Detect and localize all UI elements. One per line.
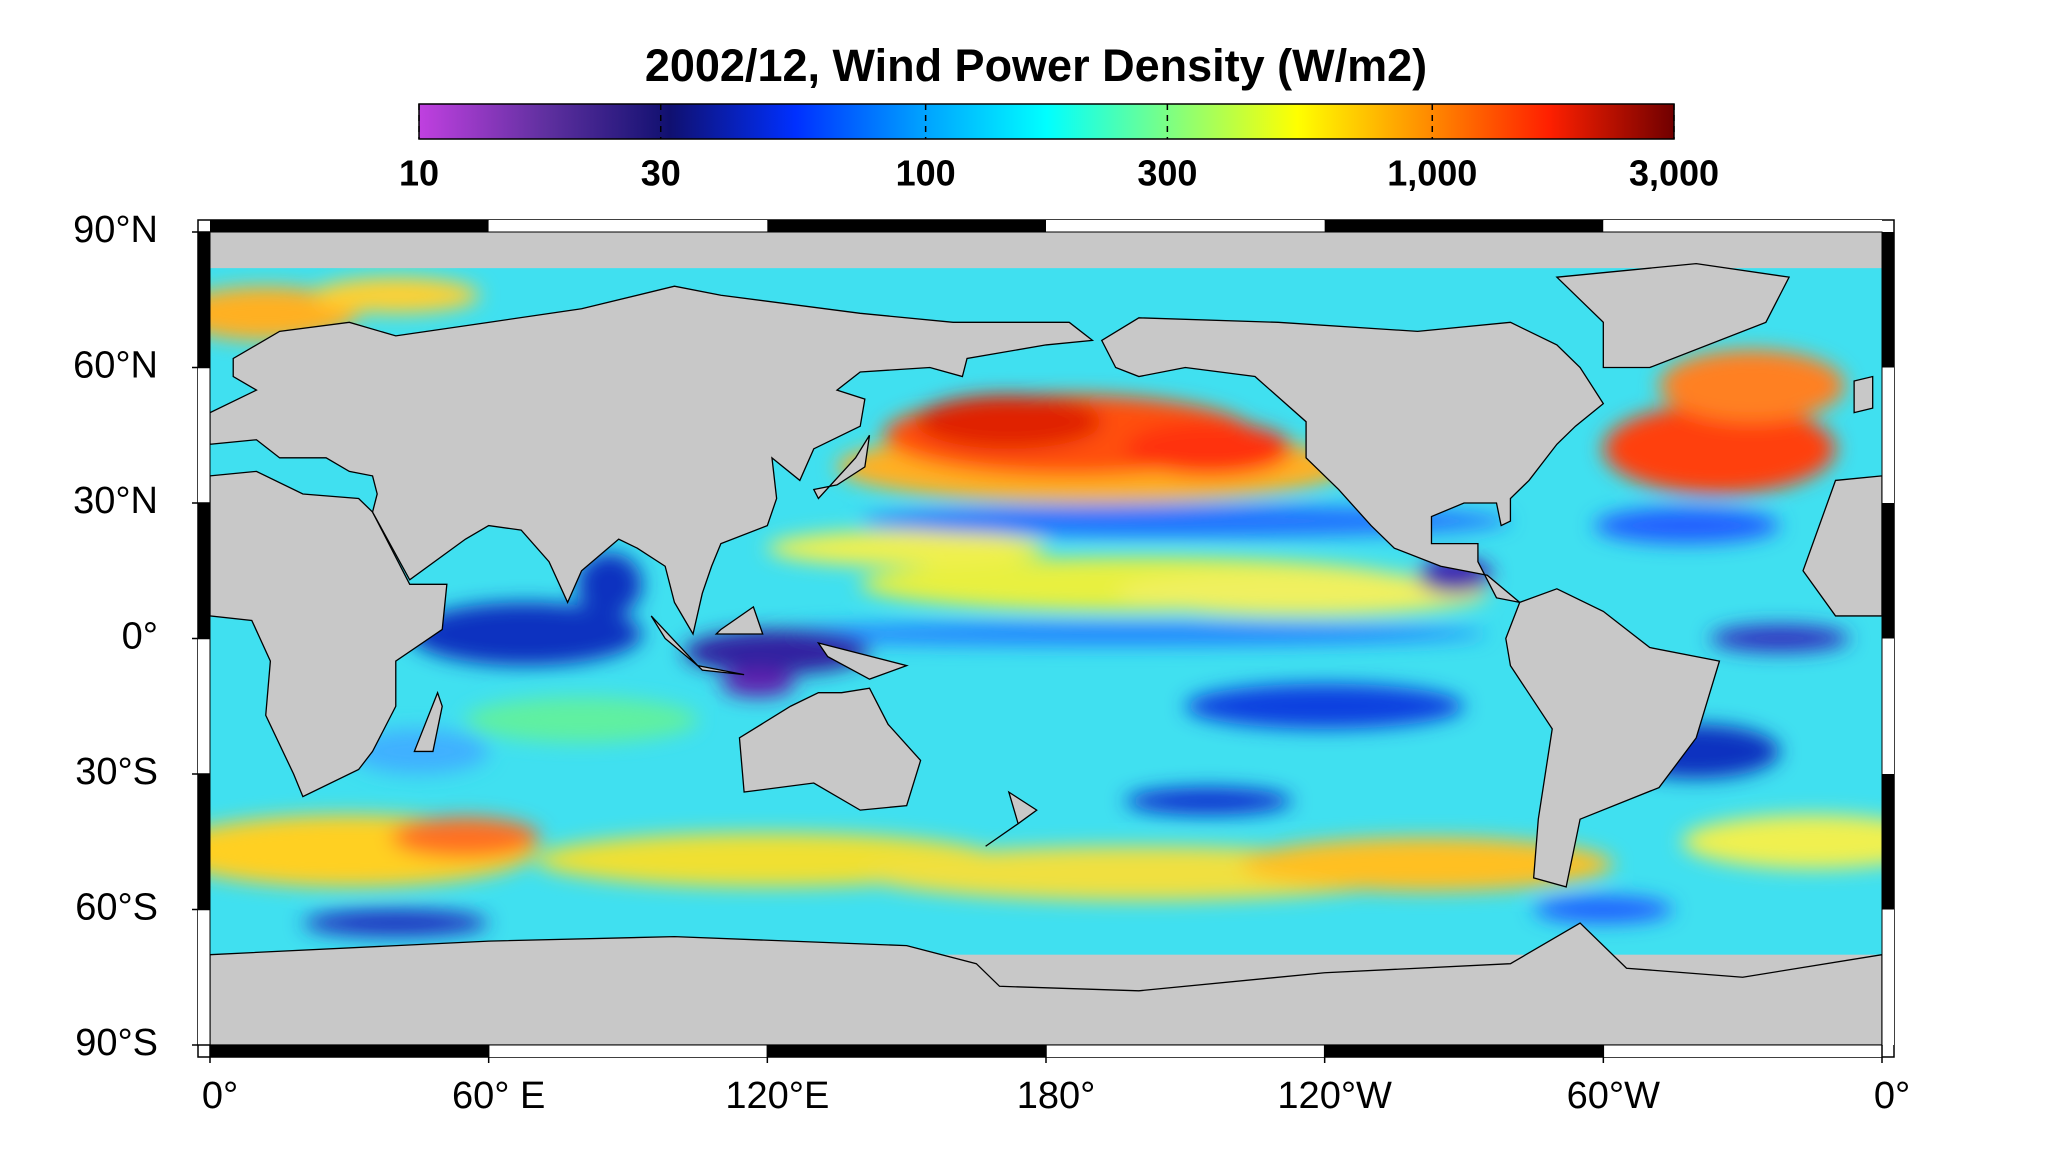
frame-bar bbox=[198, 367, 210, 503]
wind-region bbox=[860, 505, 1511, 537]
map-frame bbox=[197, 219, 1895, 1058]
lon-tick-label: 0° bbox=[1874, 1075, 1910, 1117]
frame-bar bbox=[488, 1045, 768, 1057]
wind-region bbox=[1124, 421, 1293, 476]
wind-region bbox=[312, 277, 480, 314]
wind-region bbox=[465, 697, 698, 743]
wind-region bbox=[409, 602, 642, 666]
lat-tick-label: 30°S bbox=[75, 751, 158, 793]
lon-tick-label: 120°E bbox=[725, 1075, 829, 1117]
landmass bbox=[1854, 377, 1873, 413]
lat-tick-label: 90°S bbox=[75, 1022, 158, 1064]
lon-tick-label: 60° E bbox=[452, 1075, 545, 1117]
land bbox=[210, 264, 1882, 1045]
colorbar-tick-label: 1,000 bbox=[1387, 153, 1477, 194]
axes: 0° 60° E 120°E 180° 120°W 60°W 0° 90°N 60°N 30°N 0… bbox=[73, 209, 1910, 1117]
landmass bbox=[210, 471, 447, 796]
landmass bbox=[1506, 589, 1720, 887]
wind-region bbox=[302, 909, 489, 937]
wind-region bbox=[1710, 624, 1850, 653]
colorbar-tick-label: 10 bbox=[399, 153, 439, 194]
colorbar-tick-label: 3,000 bbox=[1629, 153, 1719, 194]
frame-bar bbox=[1882, 774, 1894, 910]
frame-bar bbox=[488, 220, 768, 232]
frame-bar bbox=[1882, 638, 1894, 774]
landmass bbox=[1557, 264, 1789, 368]
lat-tick-label: 0° bbox=[122, 616, 158, 658]
map bbox=[164, 264, 1943, 1045]
wind-region bbox=[1659, 349, 1845, 422]
wind-region bbox=[1603, 403, 1836, 494]
landmass bbox=[414, 693, 442, 752]
lat-tick-label: 30°N bbox=[73, 480, 158, 522]
lon-tick-label: 120°W bbox=[1277, 1075, 1392, 1117]
wind-region bbox=[1124, 787, 1293, 815]
wind-field bbox=[210, 277, 1882, 937]
title: 2002/12, Wind Power Density (W/m2) bbox=[645, 40, 1427, 91]
frame-bar bbox=[198, 909, 210, 1045]
frame-bar bbox=[1324, 1045, 1604, 1057]
wind-region bbox=[1533, 895, 1673, 924]
wind-region bbox=[683, 629, 870, 675]
colorbar-tick-label: 100 bbox=[896, 153, 956, 194]
colorbar bbox=[418, 103, 1675, 140]
lat-tick-label: 90°N bbox=[73, 209, 158, 251]
lon-tick-label: 60°W bbox=[1567, 1075, 1660, 1117]
frame-bar bbox=[767, 220, 1046, 232]
landmass bbox=[986, 792, 1037, 846]
wind-region bbox=[576, 552, 642, 616]
frame-bar bbox=[210, 220, 489, 232]
frame-bar bbox=[1882, 909, 1894, 1045]
frame-bar bbox=[1603, 220, 1882, 232]
landmass bbox=[698, 666, 744, 675]
frame-bar bbox=[210, 1045, 489, 1057]
wind-region bbox=[1241, 837, 1613, 892]
frame-bar bbox=[198, 638, 210, 774]
frame-bar bbox=[1603, 1045, 1882, 1057]
landmass bbox=[210, 286, 1092, 634]
landmass bbox=[818, 643, 906, 679]
landmass bbox=[814, 435, 870, 498]
frame-bar bbox=[198, 503, 210, 639]
colorbar-ticks: 10 30 100 300 1,000 3,000 bbox=[399, 104, 1719, 194]
colorbar-tick-label: 300 bbox=[1137, 153, 1197, 194]
frame-bar bbox=[1324, 220, 1604, 232]
frame-bar bbox=[1882, 367, 1894, 503]
frame-bar bbox=[1882, 232, 1894, 368]
landmass bbox=[651, 616, 697, 666]
frame-bar bbox=[1046, 220, 1325, 232]
lon-tick-label: 180° bbox=[1017, 1075, 1096, 1117]
lat-tick-label: 60°S bbox=[75, 887, 158, 929]
wind-region bbox=[744, 622, 1488, 646]
lat-tick-label: 60°N bbox=[73, 345, 158, 387]
frame-bar bbox=[767, 1045, 1046, 1057]
wind-region bbox=[1115, 570, 1488, 616]
wind-region bbox=[767, 530, 1046, 567]
lon-tick-label: 0° bbox=[202, 1075, 238, 1117]
landmass bbox=[739, 688, 920, 810]
wind-region bbox=[915, 394, 1102, 449]
frame-bar bbox=[198, 774, 210, 910]
landmass bbox=[1102, 318, 1604, 603]
landmass bbox=[716, 607, 762, 634]
wind-region bbox=[720, 670, 796, 698]
wind-region bbox=[1594, 507, 1780, 544]
frame-bar bbox=[198, 232, 210, 368]
wind-region bbox=[391, 816, 540, 858]
frame-bar bbox=[1882, 503, 1894, 639]
wind-region bbox=[1185, 683, 1464, 729]
colorbar-tick-label: 30 bbox=[641, 153, 681, 194]
wind-region bbox=[1682, 814, 1882, 869]
frame-bar bbox=[1046, 1045, 1325, 1057]
